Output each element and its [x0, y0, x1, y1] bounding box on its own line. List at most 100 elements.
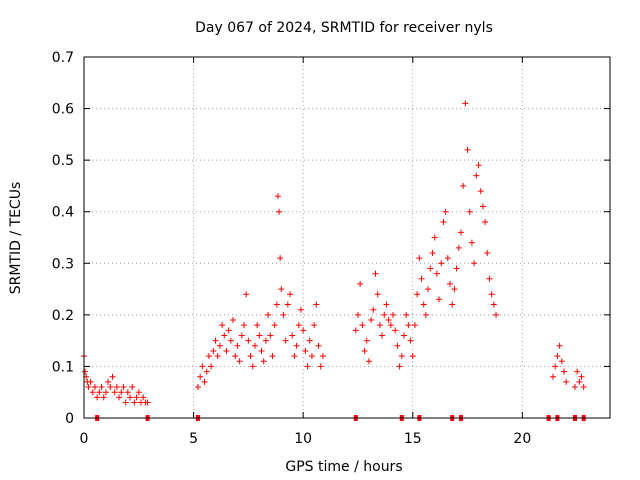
- data-point: [111, 389, 118, 396]
- data-point: [124, 389, 131, 396]
- data-point: [295, 322, 302, 329]
- data-point: [245, 337, 252, 344]
- data-point: [82, 368, 89, 375]
- data-point: [306, 337, 313, 344]
- data-point: [422, 311, 429, 318]
- data-point: [550, 373, 557, 380]
- data-point: [442, 208, 449, 215]
- data-point: [122, 399, 129, 406]
- data-point: [291, 353, 298, 360]
- data-point: [280, 311, 287, 318]
- data-point: [219, 322, 226, 329]
- data-point: [361, 347, 368, 354]
- x-tick-label: 10: [294, 431, 312, 447]
- data-point: [120, 384, 127, 391]
- data-point: [425, 286, 432, 293]
- data-point: [370, 306, 377, 313]
- data-point: [243, 291, 250, 298]
- data-point: [94, 394, 101, 401]
- data-point: [486, 275, 493, 282]
- data-point: [400, 332, 407, 339]
- data-point: [227, 337, 234, 344]
- data-point: [468, 239, 475, 246]
- data-point: [420, 301, 427, 308]
- data-point: [230, 317, 237, 324]
- data-point: [365, 358, 372, 365]
- data-point: [234, 342, 241, 349]
- data-point: [240, 322, 247, 329]
- data-point: [282, 337, 289, 344]
- data-point: [552, 363, 559, 370]
- data-point: [287, 291, 294, 298]
- data-point: [390, 311, 397, 318]
- data-point: [571, 384, 578, 391]
- data-point: [201, 378, 208, 385]
- data-point: [289, 332, 296, 339]
- data-point: [133, 394, 140, 401]
- x-tick-label: 0: [80, 431, 89, 447]
- data-point: [383, 301, 390, 308]
- data-point: [302, 347, 309, 354]
- data-point: [129, 384, 136, 391]
- data-point: [135, 389, 142, 396]
- data-point: [140, 394, 147, 401]
- data-point: [403, 311, 410, 318]
- data-point: [580, 384, 587, 391]
- data-point: [297, 306, 304, 313]
- data-point: [451, 286, 458, 293]
- data-point: [563, 378, 570, 385]
- data-point: [578, 373, 585, 380]
- data-point: [436, 296, 443, 303]
- data-point: [490, 301, 497, 308]
- data-point: [284, 301, 291, 308]
- data-point: [444, 255, 451, 262]
- data-point: [91, 384, 98, 391]
- data-point: [265, 311, 272, 318]
- data-point: [304, 363, 311, 370]
- y-tick-label: 0.3: [52, 256, 74, 272]
- data-point: [379, 332, 386, 339]
- data-point: [262, 337, 269, 344]
- data-point: [479, 203, 486, 210]
- data-point: [484, 249, 491, 256]
- data-point: [460, 182, 467, 189]
- data-point: [221, 332, 228, 339]
- x-tick-label: 20: [513, 431, 531, 447]
- y-tick-label: 0: [65, 411, 74, 427]
- data-point: [113, 384, 120, 391]
- data-point: [205, 353, 212, 360]
- y-tick-label: 0.4: [52, 205, 74, 221]
- data-point: [554, 353, 561, 360]
- y-tick-label: 0.7: [52, 50, 74, 66]
- data-point: [300, 327, 307, 334]
- data-point: [210, 347, 217, 354]
- data-point: [278, 286, 285, 293]
- data-point: [311, 322, 318, 329]
- data-point: [455, 244, 462, 251]
- data-point: [271, 322, 278, 329]
- data-point: [96, 389, 103, 396]
- data-point: [89, 389, 96, 396]
- data-point: [319, 353, 326, 360]
- data-point: [387, 322, 394, 329]
- data-point: [199, 363, 206, 370]
- data-point: [363, 337, 370, 344]
- axis-ticks: 0 0.1 0.2 0.3 0.4 0.5 0.6 0.7 0 5 10 15 20: [52, 50, 610, 447]
- data-point: [107, 384, 114, 391]
- data-point: [411, 322, 418, 329]
- data-point: [277, 255, 284, 262]
- data-point: [105, 378, 112, 385]
- data-point: [477, 188, 484, 195]
- data-point: [313, 301, 320, 308]
- y-tick-label: 0.5: [52, 153, 74, 169]
- data-point: [236, 358, 243, 365]
- data-point: [368, 317, 375, 324]
- data-point: [392, 327, 399, 334]
- data-point: [385, 317, 392, 324]
- data-point: [269, 353, 276, 360]
- data-point: [453, 265, 460, 272]
- data-point: [258, 347, 265, 354]
- data-point: [197, 373, 204, 380]
- x-axis-label: GPS time / hours: [285, 459, 402, 475]
